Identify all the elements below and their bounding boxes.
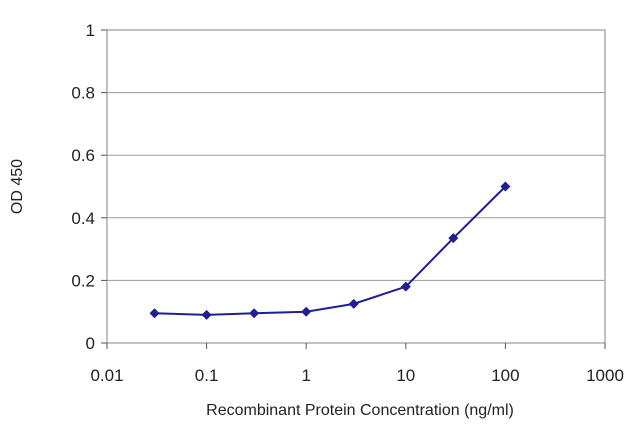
y-axis-ticks: 0 0.2 0.4 0.6 0.8 1 bbox=[71, 21, 107, 353]
series-line bbox=[154, 185, 507, 316]
y-axis-label: OD 450 bbox=[9, 159, 26, 214]
x-tick-label: 0.01 bbox=[90, 366, 123, 385]
x-tick-label: 1000 bbox=[586, 366, 624, 385]
grid-lines bbox=[107, 92, 605, 281]
x-tick-label: 1 bbox=[301, 366, 310, 385]
y-tick-label: 0 bbox=[86, 334, 95, 353]
x-tick-label: 10 bbox=[396, 366, 415, 385]
data-point bbox=[448, 233, 459, 244]
data-point bbox=[249, 308, 260, 319]
x-axis-label: Recombinant Protein Concentration (ng/ml… bbox=[206, 402, 514, 419]
data-point bbox=[201, 309, 212, 320]
x-tick-label: 0.1 bbox=[195, 366, 219, 385]
y-tick-label: 0.6 bbox=[71, 146, 95, 165]
y-tick-label: 0.2 bbox=[71, 271, 95, 290]
x-axis-ticks: 0.01 0.1 1 10 100 1000 bbox=[90, 343, 624, 385]
data-point bbox=[149, 308, 160, 319]
y-tick-label: 0.8 bbox=[71, 84, 95, 103]
plot-frame bbox=[106, 29, 606, 344]
x-tick-label: 100 bbox=[491, 366, 519, 385]
series-group bbox=[149, 181, 511, 320]
data-point bbox=[301, 306, 312, 317]
data-point bbox=[500, 181, 511, 192]
data-point bbox=[400, 281, 411, 292]
y-tick-label: 1 bbox=[86, 21, 95, 40]
y-tick-label: 0.4 bbox=[71, 209, 95, 228]
data-point bbox=[348, 298, 359, 309]
